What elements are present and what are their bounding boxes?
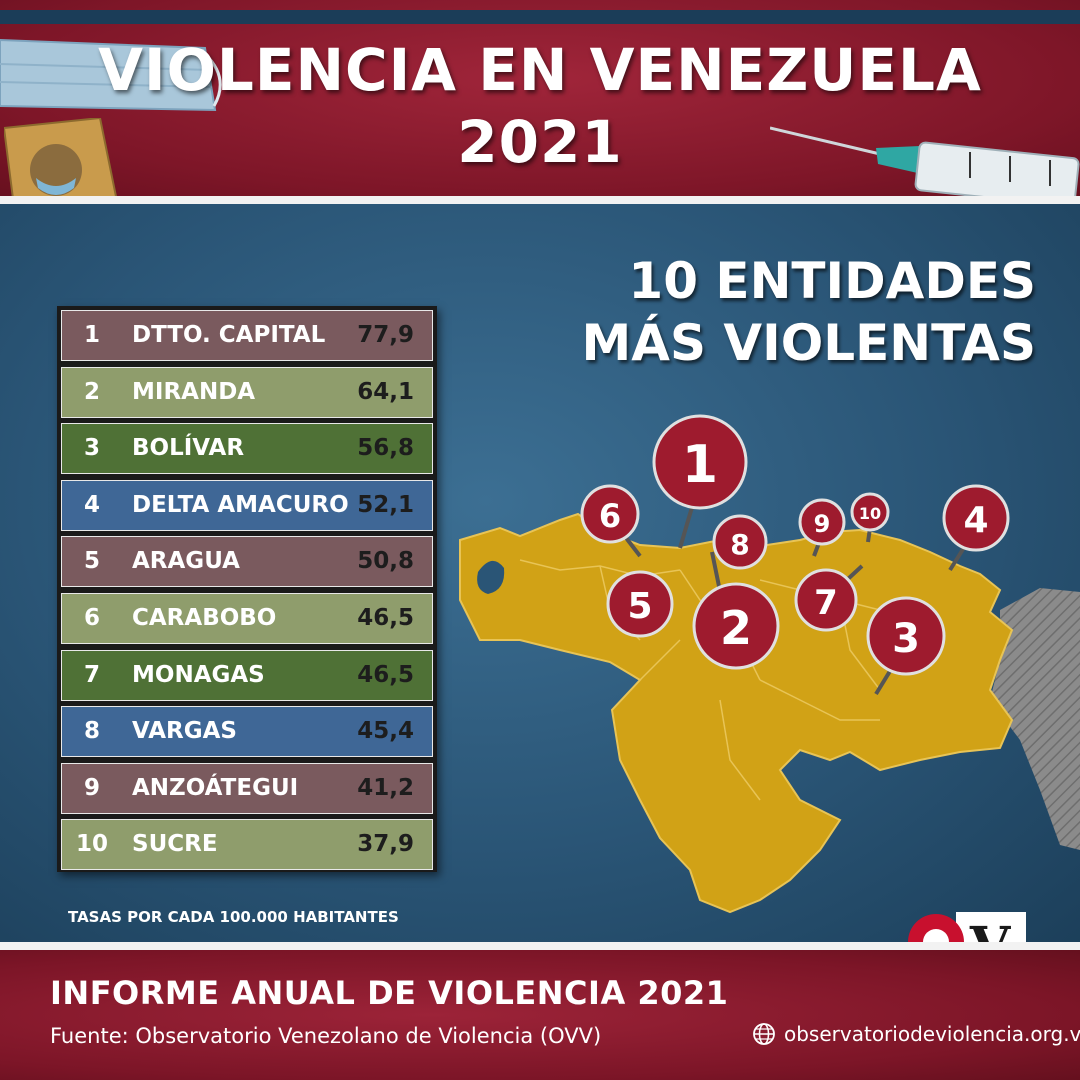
guyana-region xyxy=(990,588,1080,850)
footer-website-text: observatoriodeviolencia.org.ve xyxy=(784,1022,1080,1046)
header-banner: VIOLENCIA EN VENEZUELA 2021 xyxy=(0,0,1080,238)
rank-number: 9 xyxy=(84,774,101,801)
ranking-row: 4 DELTA AMACURO 52,1 xyxy=(61,479,433,531)
lake-maracaibo xyxy=(477,560,505,594)
face-mask-icon xyxy=(0,38,222,112)
map-pin-label: 9 xyxy=(814,510,831,538)
map-pin-5[interactable]: 5 xyxy=(606,570,674,638)
title-line-2: 2021 xyxy=(457,108,623,176)
map-pin-7[interactable]: 7 xyxy=(794,564,864,632)
rank-state-name: VARGAS xyxy=(132,718,237,745)
rank-state-name: MONAGAS xyxy=(132,661,265,688)
rank-rate-value: 64,1 xyxy=(357,378,414,405)
rank-rate-value: 52,1 xyxy=(357,491,414,518)
map-pin-8[interactable]: 8 xyxy=(712,514,768,570)
map-pin-label: 2 xyxy=(720,601,752,655)
ranking-row: 1 DTTO. CAPITAL 77,9 xyxy=(61,310,433,361)
ranking-table: 1 DTTO. CAPITAL 77,9 2 MIRANDA 64,1 3 BOLÍVAR 56… xyxy=(57,306,437,872)
rank-number: 1 xyxy=(84,322,101,348)
rank-state-name: BOLÍVAR xyxy=(132,435,245,462)
rank-rate-value: 56,8 xyxy=(357,435,414,462)
map-pin-3[interactable]: 3 xyxy=(866,596,946,696)
map-pin-label: 8 xyxy=(730,528,749,561)
rank-number: 4 xyxy=(84,491,101,518)
footer-website[interactable]: observatoriodeviolencia.org.ve xyxy=(752,1022,1080,1046)
rank-state-name: DTTO. CAPITAL xyxy=(132,322,326,348)
ranking-row: 8 VARGAS 45,4 xyxy=(61,706,433,758)
rank-number: 8 xyxy=(84,718,101,745)
map-pin-4[interactable]: 4 xyxy=(942,484,1010,572)
map-pin-label: 3 xyxy=(892,616,920,662)
map-pin-label: 7 xyxy=(814,583,838,623)
footer-title: INFORME ANUAL DE VIOLENCIA 2021 xyxy=(50,974,729,1012)
map-pin-label: 4 xyxy=(963,500,988,541)
rank-state-name: ANZOÁTEGUI xyxy=(132,774,299,801)
rank-rate-value: 46,5 xyxy=(357,604,414,631)
ranking-row: 2 MIRANDA 64,1 xyxy=(61,366,433,418)
map-pin-label: 10 xyxy=(859,504,881,523)
rank-number: 7 xyxy=(84,661,101,688)
rank-number: 2 xyxy=(84,378,101,405)
ranking-row: 10 SUCRE 37,9 xyxy=(61,819,433,871)
rank-number: 3 xyxy=(84,435,101,462)
rank-state-name: SUCRE xyxy=(132,831,218,858)
map-pin-label: 1 xyxy=(682,435,718,495)
title-line-1: VIOLENCIA EN VENEZUELA xyxy=(98,36,982,104)
rank-number: 10 xyxy=(76,831,109,858)
subtitle-line-2: MÁS VIOLENTAS xyxy=(581,314,1036,372)
rank-state-name: ARAGUA xyxy=(132,548,240,575)
rank-rate-value: 46,5 xyxy=(357,661,414,688)
top-stripe xyxy=(0,10,1080,24)
header-divider xyxy=(0,196,1080,204)
footnote: TASAS POR CADA 100.000 HABITANTES xyxy=(68,908,399,926)
rank-rate-value: 45,4 xyxy=(357,718,414,745)
rank-rate-value: 41,2 xyxy=(357,774,414,801)
ranking-row: 7 MONAGAS 46,5 xyxy=(61,649,433,701)
subtitle-line-1: 10 ENTIDADES xyxy=(628,252,1036,310)
map-pin-9[interactable]: 9 xyxy=(798,498,846,557)
subtitle: 10 ENTIDADES MÁS VIOLENTAS xyxy=(582,250,1036,374)
map-pin-6[interactable]: 6 xyxy=(580,484,642,558)
map-pin-label: 6 xyxy=(599,497,621,535)
rank-state-name: DELTA AMACURO xyxy=(132,491,349,518)
ranking-row: 3 BOLÍVAR 56,8 xyxy=(61,423,433,475)
map-pin-label: 5 xyxy=(627,586,652,627)
rank-number: 6 xyxy=(84,604,101,631)
ranking-row: 5 ARAGUA 50,8 xyxy=(61,536,433,588)
map-pin-2[interactable]: 2 xyxy=(692,551,780,670)
ranking-row: 6 CARABOBO 46,5 xyxy=(61,592,433,644)
rank-rate-value: 37,9 xyxy=(357,831,414,858)
footer-source: Fuente: Observatorio Venezolano de Viole… xyxy=(50,1024,602,1048)
map-pin-1[interactable]: 1 xyxy=(652,414,748,549)
footer-banner xyxy=(0,950,1080,1080)
globe-icon xyxy=(753,1023,775,1045)
rank-state-name: CARABOBO xyxy=(132,604,277,631)
rank-rate-value: 77,9 xyxy=(357,322,414,348)
syringe-icon xyxy=(770,126,1080,207)
ranking-row: 9 ANZOÁTEGUI 41,2 xyxy=(61,762,433,814)
rank-rate-value: 50,8 xyxy=(357,548,414,575)
footer-divider xyxy=(0,942,1080,950)
rank-number: 5 xyxy=(84,548,101,575)
map-pin-10[interactable]: 10 xyxy=(850,492,890,543)
rank-state-name: MIRANDA xyxy=(132,378,256,405)
